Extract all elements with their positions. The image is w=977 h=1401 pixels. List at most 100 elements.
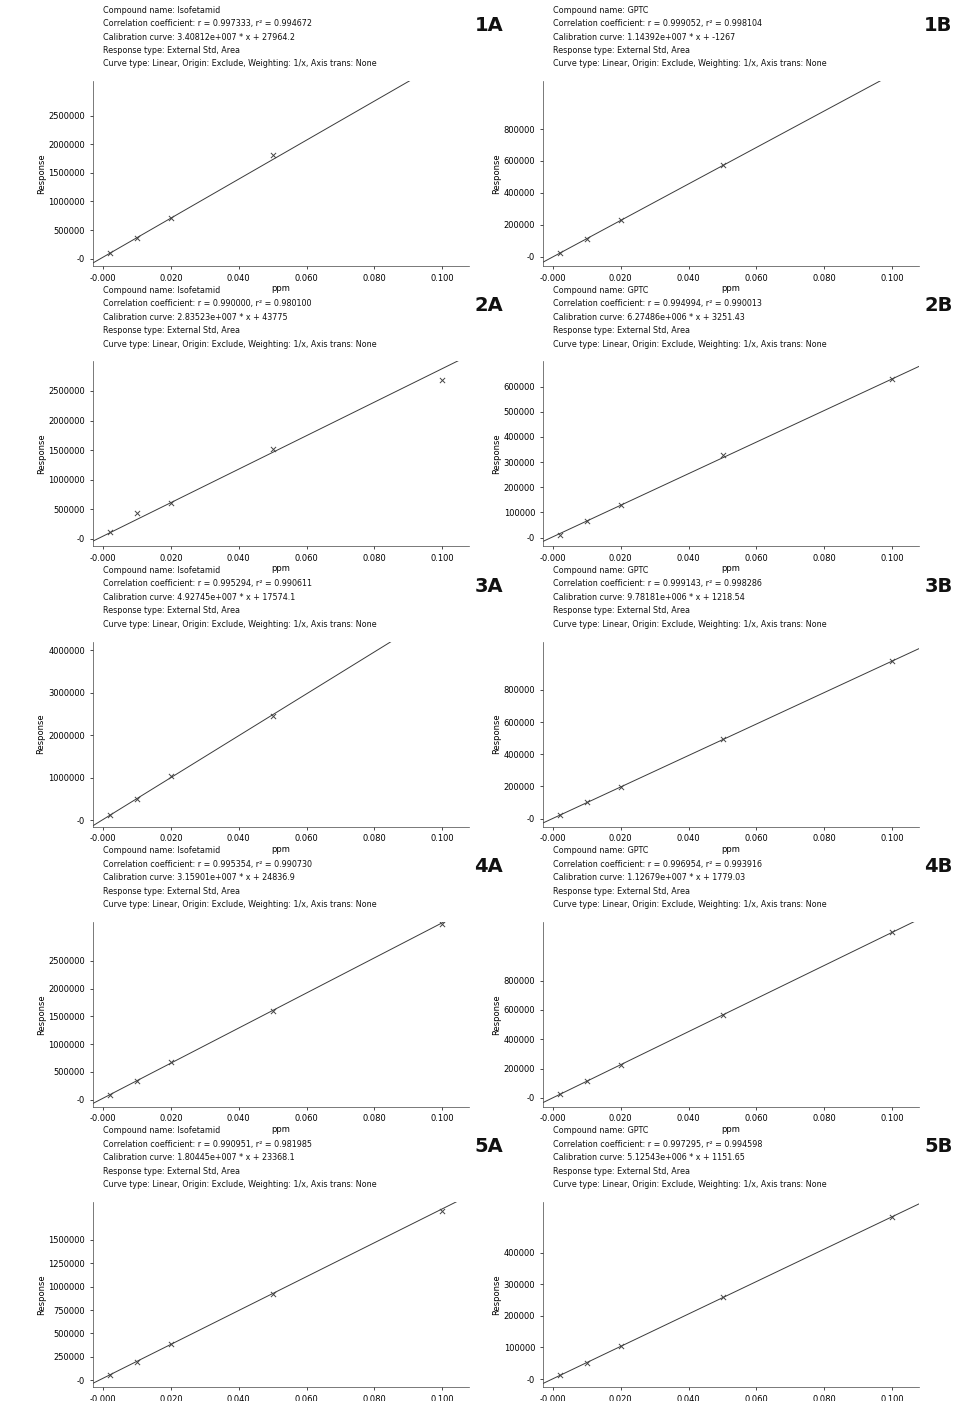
Text: Curve type: Linear, Origin: Exclude, Weighting: 1/x, Axis trans: None: Curve type: Linear, Origin: Exclude, Wei… bbox=[552, 59, 826, 69]
Text: Correlation coefficient: r = 0.997295, r² = 0.994598: Correlation coefficient: r = 0.997295, r… bbox=[552, 1140, 761, 1149]
Point bbox=[551, 242, 567, 265]
Text: Correlation coefficient: r = 0.990000, r² = 0.980100: Correlation coefficient: r = 0.990000, r… bbox=[103, 300, 311, 308]
Point bbox=[613, 1054, 628, 1076]
Y-axis label: Response: Response bbox=[37, 1275, 46, 1314]
Text: 3A: 3A bbox=[474, 577, 502, 595]
Point bbox=[551, 1083, 567, 1105]
Point bbox=[551, 524, 567, 546]
Text: 4A: 4A bbox=[474, 857, 502, 876]
Y-axis label: Response: Response bbox=[491, 995, 500, 1034]
Point bbox=[434, 913, 449, 936]
Text: Curve type: Linear, Origin: Exclude, Weighting: 1/x, Axis trans: None: Curve type: Linear, Origin: Exclude, Wei… bbox=[552, 339, 826, 349]
X-axis label: ppm: ppm bbox=[272, 284, 290, 293]
Text: Calibration curve: 3.15901e+007 * x + 24836.9: Calibration curve: 3.15901e+007 * x + 24… bbox=[103, 873, 294, 883]
Text: Compound name: GPTC: Compound name: GPTC bbox=[552, 1126, 648, 1135]
Text: Response type: External Std, Area: Response type: External Std, Area bbox=[103, 607, 239, 615]
Text: Correlation coefficient: r = 0.999143, r² = 0.998286: Correlation coefficient: r = 0.999143, r… bbox=[552, 580, 761, 588]
Point bbox=[434, 1199, 449, 1222]
Text: Response type: External Std, Area: Response type: External Std, Area bbox=[103, 1167, 239, 1175]
Text: Calibration curve: 5.12543e+006 * x + 1151.65: Calibration curve: 5.12543e+006 * x + 11… bbox=[552, 1153, 743, 1163]
Text: Response type: External Std, Area: Response type: External Std, Area bbox=[103, 326, 239, 335]
Point bbox=[265, 143, 280, 165]
Text: Correlation coefficient: r = 0.990951, r² = 0.981985: Correlation coefficient: r = 0.990951, r… bbox=[103, 1140, 312, 1149]
Text: Compound name: GPTC: Compound name: GPTC bbox=[552, 846, 648, 855]
Text: Curve type: Linear, Origin: Exclude, Weighting: 1/x, Axis trans: None: Curve type: Linear, Origin: Exclude, Wei… bbox=[552, 899, 826, 909]
Point bbox=[714, 729, 730, 751]
X-axis label: ppm: ppm bbox=[721, 845, 740, 853]
Text: 2A: 2A bbox=[474, 297, 502, 315]
Y-axis label: Response: Response bbox=[37, 154, 46, 193]
Text: Response type: External Std, Area: Response type: External Std, Area bbox=[552, 1167, 689, 1175]
Y-axis label: Response: Response bbox=[37, 434, 46, 474]
Text: Correlation coefficient: r = 0.994994, r² = 0.990013: Correlation coefficient: r = 0.994994, r… bbox=[552, 300, 761, 308]
Point bbox=[551, 1365, 567, 1387]
Text: Compound name: GPTC: Compound name: GPTC bbox=[552, 286, 648, 294]
Point bbox=[163, 492, 179, 514]
Text: 4B: 4B bbox=[923, 857, 952, 876]
Point bbox=[883, 650, 899, 672]
Y-axis label: Response: Response bbox=[491, 434, 500, 474]
Text: Calibration curve: 1.14392e+007 * x + -1267: Calibration curve: 1.14392e+007 * x + -1… bbox=[552, 32, 734, 42]
Point bbox=[714, 1003, 730, 1026]
Text: Curve type: Linear, Origin: Exclude, Weighting: 1/x, Axis trans: None: Curve type: Linear, Origin: Exclude, Wei… bbox=[103, 899, 376, 909]
Text: 2B: 2B bbox=[923, 297, 952, 315]
Text: 5B: 5B bbox=[923, 1138, 952, 1156]
Y-axis label: Response: Response bbox=[491, 154, 500, 193]
Point bbox=[265, 705, 280, 727]
Point bbox=[129, 787, 145, 810]
Text: Compound name: Isofetamid: Compound name: Isofetamid bbox=[103, 1126, 220, 1135]
Y-axis label: Response: Response bbox=[36, 715, 46, 754]
X-axis label: ppm: ppm bbox=[721, 1125, 740, 1133]
X-axis label: ppm: ppm bbox=[272, 565, 290, 573]
Text: Response type: External Std, Area: Response type: External Std, Area bbox=[552, 46, 689, 55]
X-axis label: ppm: ppm bbox=[272, 1125, 290, 1133]
Text: Compound name: GPTC: Compound name: GPTC bbox=[552, 6, 648, 14]
Text: 1B: 1B bbox=[923, 17, 952, 35]
X-axis label: ppm: ppm bbox=[272, 845, 290, 853]
Y-axis label: Response: Response bbox=[491, 715, 500, 754]
Text: Curve type: Linear, Origin: Exclude, Weighting: 1/x, Axis trans: None: Curve type: Linear, Origin: Exclude, Wei… bbox=[552, 1180, 826, 1189]
Point bbox=[434, 55, 449, 77]
Text: Curve type: Linear, Origin: Exclude, Weighting: 1/x, Axis trans: None: Curve type: Linear, Origin: Exclude, Wei… bbox=[552, 619, 826, 629]
Text: Correlation coefficient: r = 0.999052, r² = 0.998104: Correlation coefficient: r = 0.999052, r… bbox=[552, 20, 761, 28]
Point bbox=[129, 1351, 145, 1373]
Point bbox=[163, 1051, 179, 1073]
Point bbox=[578, 1070, 594, 1093]
Point bbox=[102, 242, 117, 265]
Point bbox=[265, 999, 280, 1021]
Text: Compound name: GPTC: Compound name: GPTC bbox=[552, 566, 648, 574]
Point bbox=[102, 521, 117, 544]
Text: Correlation coefficient: r = 0.996954, r² = 0.993916: Correlation coefficient: r = 0.996954, r… bbox=[552, 860, 761, 869]
X-axis label: ppm: ppm bbox=[721, 565, 740, 573]
Point bbox=[883, 367, 899, 389]
Text: Response type: External Std, Area: Response type: External Std, Area bbox=[552, 326, 689, 335]
Point bbox=[265, 1283, 280, 1306]
Point bbox=[163, 1332, 179, 1355]
Y-axis label: Response: Response bbox=[491, 1275, 500, 1314]
Text: Curve type: Linear, Origin: Exclude, Weighting: 1/x, Axis trans: None: Curve type: Linear, Origin: Exclude, Wei… bbox=[103, 1180, 376, 1189]
Point bbox=[102, 1083, 117, 1105]
Text: Correlation coefficient: r = 0.997333, r² = 0.994672: Correlation coefficient: r = 0.997333, r… bbox=[103, 20, 312, 28]
Point bbox=[163, 765, 179, 787]
Text: Curve type: Linear, Origin: Exclude, Weighting: 1/x, Axis trans: None: Curve type: Linear, Origin: Exclude, Wei… bbox=[103, 59, 376, 69]
Point bbox=[613, 1335, 628, 1358]
Text: Response type: External Std, Area: Response type: External Std, Area bbox=[552, 607, 689, 615]
Text: Curve type: Linear, Origin: Exclude, Weighting: 1/x, Axis trans: None: Curve type: Linear, Origin: Exclude, Wei… bbox=[103, 619, 376, 629]
Point bbox=[102, 804, 117, 827]
Text: Calibration curve: 6.27486e+006 * x + 3251.43: Calibration curve: 6.27486e+006 * x + 32… bbox=[552, 312, 743, 322]
Text: Compound name: Isofetamid: Compound name: Isofetamid bbox=[103, 286, 220, 294]
Text: Calibration curve: 2.83523e+007 * x + 43775: Calibration curve: 2.83523e+007 * x + 43… bbox=[103, 312, 287, 322]
Text: 5A: 5A bbox=[474, 1138, 502, 1156]
Point bbox=[129, 502, 145, 524]
Point bbox=[578, 1352, 594, 1374]
Point bbox=[883, 63, 899, 85]
Point bbox=[714, 444, 730, 467]
Point bbox=[613, 493, 628, 516]
Text: Response type: External Std, Area: Response type: External Std, Area bbox=[103, 887, 239, 895]
Text: Compound name: Isofetamid: Compound name: Isofetamid bbox=[103, 566, 220, 574]
Point bbox=[129, 1069, 145, 1091]
Point bbox=[129, 227, 145, 249]
Text: Compound name: Isofetamid: Compound name: Isofetamid bbox=[103, 846, 220, 855]
Text: Calibration curve: 3.40812e+007 * x + 27964.2: Calibration curve: 3.40812e+007 * x + 27… bbox=[103, 32, 294, 42]
Point bbox=[434, 368, 449, 391]
